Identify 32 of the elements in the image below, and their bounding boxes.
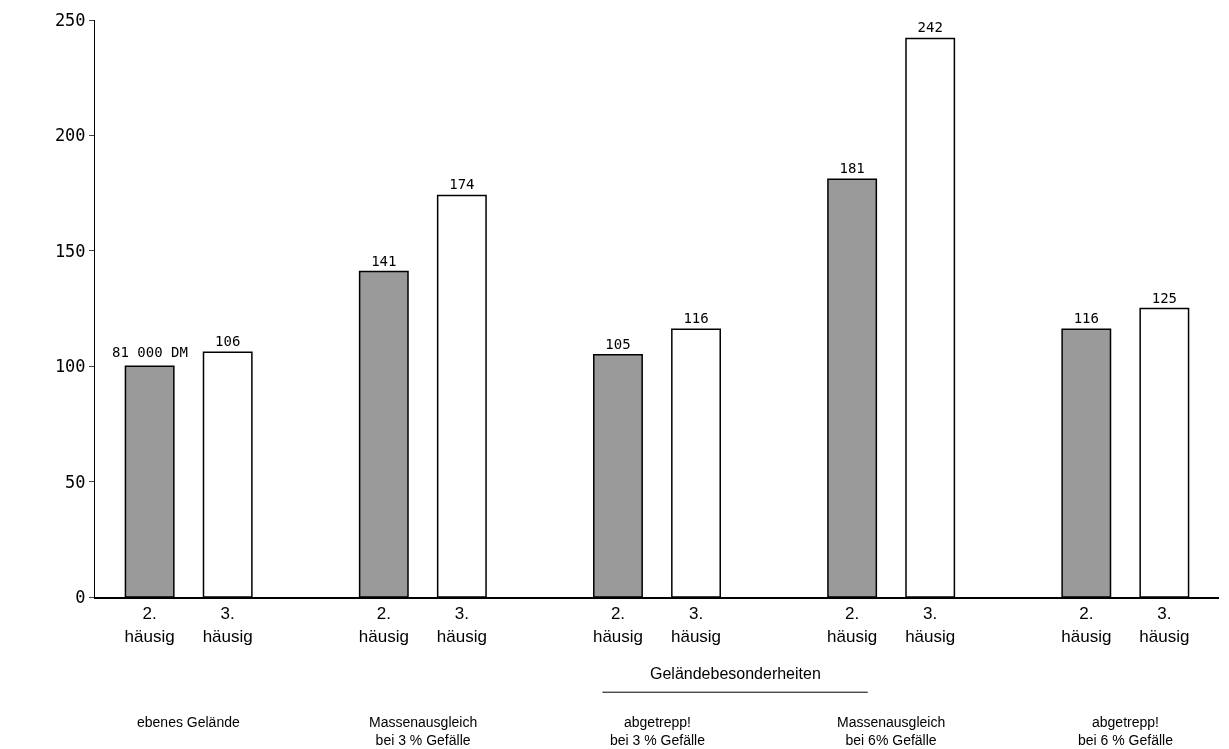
text: Geländebesonderheiten bbox=[650, 665, 821, 682]
data-label: 141 bbox=[371, 252, 397, 269]
data-label: 174 bbox=[449, 176, 475, 193]
x-tick-label: 2. häusig bbox=[827, 604, 878, 646]
x-tick-label: 3. häusig bbox=[670, 604, 722, 646]
y-tick-label: 250 bbox=[54, 9, 86, 30]
x-tick-label: 3. häusig bbox=[1139, 604, 1190, 646]
data-label: 125 bbox=[1151, 289, 1178, 306]
data-label: 116 bbox=[1073, 310, 1099, 327]
x-tick-label: 3. häusig bbox=[202, 604, 253, 646]
annotation: 81 000 DM bbox=[112, 344, 188, 360]
text: abgetrepp! bei 3 % Gefälle bbox=[610, 714, 706, 749]
x-tick-label: 2. häusig bbox=[124, 604, 175, 646]
x-tick-label: 3. häusig bbox=[436, 604, 487, 646]
y-tick-label: 150 bbox=[54, 240, 86, 261]
data-label: 242 bbox=[917, 19, 943, 36]
text: Massenausgleich bei 6% Gefälle bbox=[837, 714, 946, 749]
y-tick-label: 50 bbox=[65, 471, 86, 492]
x-tick-label: 3. häusig bbox=[905, 604, 956, 646]
text: ebenes Gelände bbox=[137, 714, 240, 730]
text: Massenausgleich bei 3 % Gefälle bbox=[369, 714, 478, 749]
data-label: 105 bbox=[605, 335, 631, 352]
y-tick-label: 100 bbox=[54, 356, 86, 377]
y-tick-label: 200 bbox=[54, 125, 86, 146]
x-tick-label: 2. häusig bbox=[1061, 604, 1112, 646]
text: abgetrepp! bei 6 % Gefälle bbox=[1078, 714, 1174, 749]
data-label: 106 bbox=[215, 333, 241, 350]
x-tick-label: 2. häusig bbox=[592, 604, 644, 646]
data-label: 116 bbox=[683, 310, 709, 327]
data-label: 181 bbox=[839, 160, 865, 177]
y-tick-label: 0 bbox=[75, 586, 86, 607]
x-tick-label: 2. häusig bbox=[358, 604, 409, 646]
